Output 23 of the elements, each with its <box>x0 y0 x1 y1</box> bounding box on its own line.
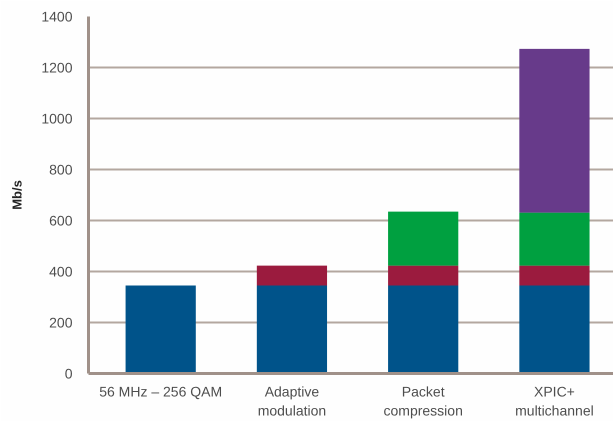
y-tick-label: 400 <box>49 264 73 280</box>
y-tick-label: 1200 <box>41 60 73 76</box>
x-tick-label: Packet compression <box>384 384 463 419</box>
y-axis-title: Mb/s <box>9 180 24 210</box>
bar <box>519 266 590 286</box>
y-tick-label: 800 <box>49 162 73 178</box>
y-tick-label: 1400 <box>41 8 73 24</box>
y-tick-label: 0 <box>64 366 73 382</box>
x-tick-label: 56 MHz – 256 QAM <box>99 384 222 400</box>
bar <box>256 266 328 286</box>
x-tick-label: Adaptive modulation <box>258 384 326 419</box>
bar <box>388 266 458 286</box>
bar <box>388 212 458 266</box>
x-tick-label: XPIC+ multichannel <box>515 384 594 419</box>
bar <box>519 48 590 213</box>
bar <box>519 212 590 266</box>
bar <box>256 286 328 374</box>
y-tick-label: 600 <box>49 212 73 228</box>
bar <box>126 286 196 374</box>
bar <box>519 286 590 374</box>
bar <box>388 286 458 374</box>
y-tick-label: 1000 <box>41 110 73 126</box>
y-tick-label: 200 <box>49 314 73 330</box>
